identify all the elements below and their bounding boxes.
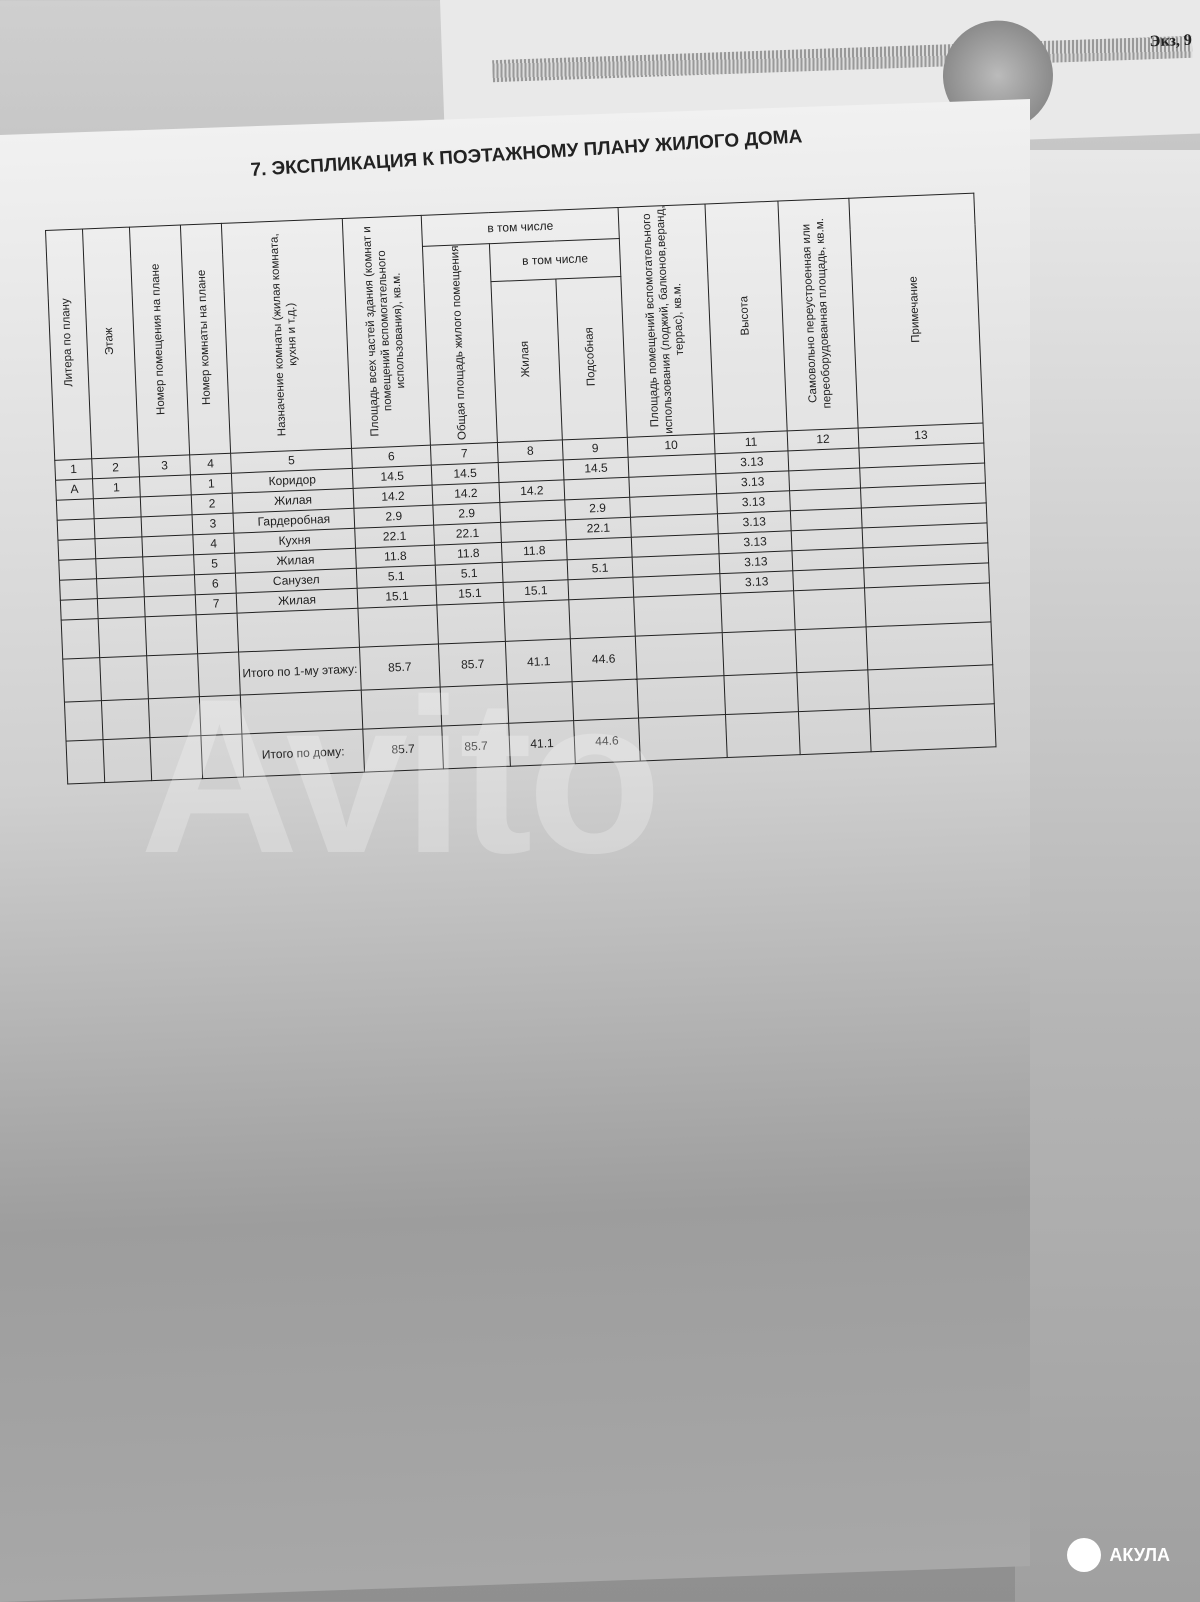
table-cell [144, 594, 197, 617]
table-cell: 2.9 [564, 496, 631, 520]
header-c10: Площадь помещений вспомогательного испол… [618, 203, 715, 437]
table-cell [141, 534, 194, 557]
table-cell: 1 [92, 476, 141, 499]
table-cell [500, 519, 567, 543]
table-cell [142, 554, 195, 577]
header-group2: в том числе [489, 238, 621, 282]
header-c3: Номер помещения на плане [129, 225, 190, 457]
table-cell [96, 576, 145, 599]
table-cell: 1 [190, 472, 233, 495]
table-cell [139, 474, 192, 497]
table-cell: 15.1 [502, 579, 569, 602]
copy-label: Экз, 9 [1149, 31, 1193, 51]
table-cell: 14.2 [498, 479, 565, 503]
table-cell [94, 536, 143, 559]
header-c8: Жилая [490, 279, 563, 443]
table-cell: 5.1 [567, 556, 633, 580]
table-cell: 22.1 [565, 516, 632, 540]
table-cell: 11.8 [434, 542, 503, 565]
header-c11: Высота [704, 201, 788, 434]
table-cell: 5.1 [435, 561, 503, 585]
table-cell: 14.5 [563, 456, 629, 480]
table-cell [141, 514, 193, 537]
header-c13: Примечание [848, 193, 983, 428]
table-cell: 6 [194, 572, 237, 595]
table-cell [94, 516, 142, 539]
table-cell: 14.5 [431, 462, 499, 485]
table-cell: 2.9 [432, 502, 501, 525]
table-cell: 7 [195, 592, 238, 615]
akula-label: АКУЛА [1109, 1544, 1170, 1565]
colnum: 1 [54, 458, 93, 480]
table-cell [566, 536, 633, 560]
table-cell [498, 459, 564, 483]
table-cell: 3 [192, 512, 234, 535]
header-c5: Назначение комнаты (жилая комната, кухня… [221, 218, 352, 453]
table-cell [56, 498, 95, 520]
akula-logo: АКУЛА [1067, 1538, 1170, 1572]
table-cell [57, 518, 95, 540]
table-cell [499, 499, 566, 523]
header-c12: Самовольно переустроенная или переоборуд… [777, 198, 859, 431]
table-cell [140, 494, 193, 517]
table-cell [58, 558, 97, 580]
table-cell [563, 476, 630, 500]
table-cell [93, 496, 142, 519]
decorative-band [492, 35, 1193, 83]
table-cell: 2 [191, 492, 233, 515]
table-cell: 14.2 [432, 482, 500, 505]
table-cell: 11.8 [501, 539, 568, 562]
colnum: 3 [138, 454, 191, 477]
colnum: 2 [91, 456, 140, 479]
header-c7: Общая площадь жилого помещения [422, 243, 498, 445]
colnum: 9 [562, 436, 629, 460]
table-cell: 5 [193, 552, 236, 575]
table-cell [567, 576, 634, 600]
table-cell: А [55, 478, 94, 500]
table-cell [502, 559, 568, 582]
right-page [1015, 150, 1200, 1602]
avito-watermark: Avito [140, 653, 662, 899]
table-cell [59, 578, 98, 600]
table-cell: 15.1 [436, 581, 504, 605]
shark-icon [1067, 1538, 1102, 1572]
colnum: 8 [497, 439, 564, 463]
header-c6: Площадь всех частей здания (комнат и пом… [342, 215, 431, 448]
table-cell [95, 556, 144, 579]
header-c9: Подсобная [555, 276, 628, 440]
colnum: 7 [430, 442, 499, 465]
table-cell: 22.1 [433, 522, 502, 545]
table-cell [97, 596, 146, 619]
table-cell [143, 574, 196, 597]
colnum: 4 [189, 452, 232, 475]
table-cell [60, 598, 99, 620]
table-cell: 4 [192, 532, 235, 555]
table-cell [57, 538, 96, 560]
